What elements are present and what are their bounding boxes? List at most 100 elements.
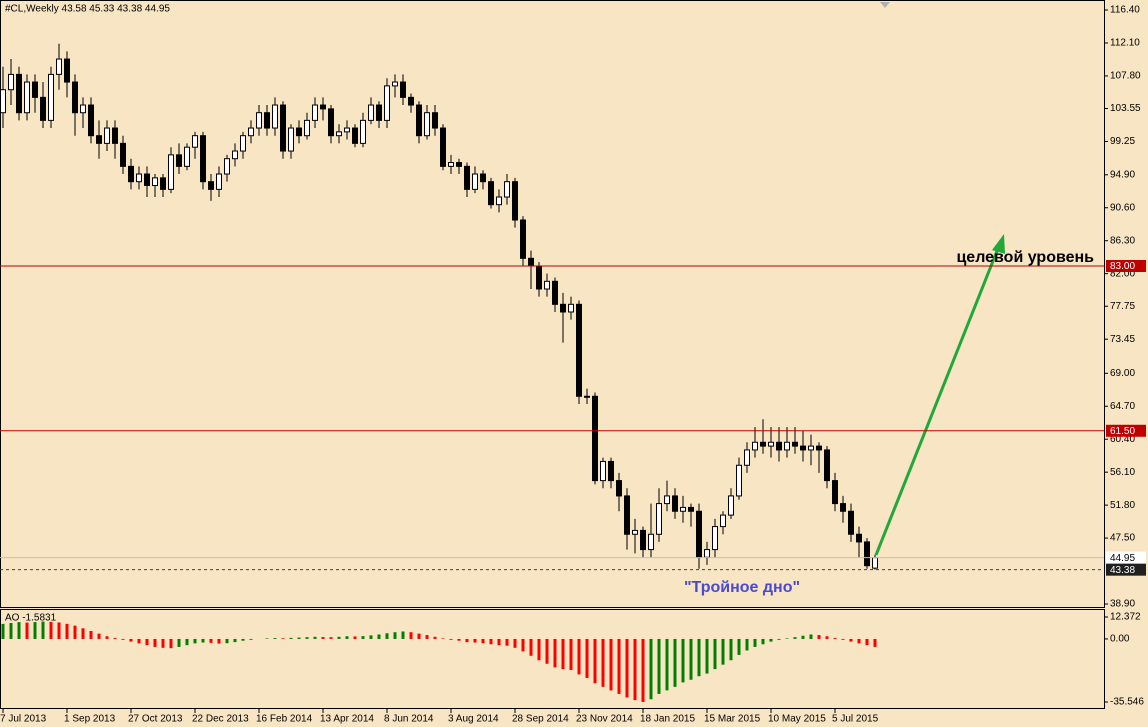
candle-body bbox=[656, 503, 662, 535]
candle-body bbox=[384, 85, 390, 121]
x-tick-label: 23 Nov 2014 bbox=[576, 714, 633, 725]
candle-body bbox=[568, 303, 574, 313]
x-tick-label: 22 Dec 2013 bbox=[192, 714, 249, 725]
y-tick-label: 112.10 bbox=[1110, 38, 1140, 49]
candle-body bbox=[328, 108, 334, 137]
candle-body bbox=[344, 127, 350, 133]
level-label-box bbox=[1106, 259, 1146, 272]
candle-body bbox=[592, 395, 598, 482]
candle-body bbox=[112, 127, 118, 144]
y-tick-label: 103.55 bbox=[1110, 103, 1141, 114]
candle-body bbox=[24, 81, 30, 114]
shift-marker bbox=[880, 2, 890, 8]
candle-body bbox=[504, 181, 510, 198]
candle-body bbox=[544, 280, 550, 290]
candle-body bbox=[440, 127, 446, 167]
candle-body bbox=[712, 526, 718, 551]
x-tick-label: 8 Jun 2014 bbox=[384, 714, 434, 725]
level-label: 44.95 bbox=[1110, 553, 1135, 564]
candle-body bbox=[640, 529, 646, 551]
candle-body bbox=[664, 495, 670, 505]
candle-body bbox=[336, 131, 342, 137]
candle-body bbox=[104, 127, 110, 144]
candle-body bbox=[824, 449, 830, 482]
candle-body bbox=[576, 303, 582, 397]
candle-body bbox=[688, 506, 694, 512]
candle-body bbox=[632, 529, 638, 535]
candle-body bbox=[704, 549, 710, 558]
candle-body bbox=[832, 480, 838, 505]
level-label-box bbox=[1106, 563, 1146, 576]
candle-body bbox=[808, 445, 814, 451]
candle-body bbox=[560, 303, 566, 313]
candle-body bbox=[136, 173, 142, 183]
candle-body bbox=[512, 181, 518, 221]
candle-body bbox=[200, 135, 206, 183]
y-tick-label: 99.25 bbox=[1110, 136, 1135, 147]
candle-body bbox=[248, 127, 254, 137]
ao-panel bbox=[0, 609, 1105, 709]
candle-body bbox=[800, 445, 806, 451]
x-tick-label: 1 Sep 2013 bbox=[64, 714, 116, 725]
candle-body bbox=[408, 96, 414, 106]
candle-body bbox=[600, 460, 606, 482]
candle-body bbox=[192, 135, 198, 148]
candle-body bbox=[176, 154, 182, 167]
level-label-box bbox=[1106, 551, 1146, 564]
x-tick-label: 7 Jul 2013 bbox=[0, 714, 47, 725]
candle-body bbox=[64, 58, 70, 83]
candle-body bbox=[80, 104, 86, 114]
arrow-head bbox=[992, 234, 1005, 254]
candle-body bbox=[448, 162, 454, 167]
y-tick-label: 60.40 bbox=[1110, 434, 1135, 445]
y-tick-label: 38.90 bbox=[1110, 599, 1135, 610]
y-tick-label: 64.70 bbox=[1110, 401, 1135, 412]
candle-body bbox=[232, 150, 238, 160]
candle-body bbox=[488, 181, 494, 206]
y-tick-label: 86.30 bbox=[1110, 235, 1135, 246]
target-label: целевой уровень bbox=[956, 249, 1094, 266]
x-tick-label: 15 Mar 2015 bbox=[704, 714, 761, 725]
x-tick-label: 10 May 2015 bbox=[768, 714, 826, 725]
candle-body bbox=[208, 181, 214, 190]
y-tick-label: 116.40 bbox=[1110, 5, 1140, 16]
candle-body bbox=[224, 158, 230, 175]
candle-body bbox=[392, 81, 398, 87]
x-tick-label: 5 Jul 2015 bbox=[832, 714, 879, 725]
candle-body bbox=[752, 441, 758, 451]
candle-body bbox=[400, 81, 406, 98]
candle-body bbox=[616, 480, 622, 497]
candle-body bbox=[760, 441, 766, 447]
y-tick-label: 94.90 bbox=[1110, 169, 1135, 180]
candle-body bbox=[528, 257, 534, 267]
candle-body bbox=[464, 165, 470, 190]
candle-body bbox=[56, 58, 62, 75]
candle-body bbox=[472, 173, 478, 190]
ao-y-tick-label: -35.546 bbox=[1110, 697, 1144, 708]
candle-body bbox=[552, 280, 558, 305]
x-tick-label: 13 Apr 2014 bbox=[320, 714, 374, 725]
candle-body bbox=[376, 104, 382, 121]
candle-body bbox=[256, 112, 262, 129]
candle-body bbox=[424, 112, 430, 137]
candle-body bbox=[624, 495, 630, 535]
candle-body bbox=[272, 104, 278, 129]
level-label: 61.50 bbox=[1110, 426, 1135, 437]
candle-body bbox=[520, 219, 526, 259]
x-tick-label: 18 Jan 2015 bbox=[640, 714, 695, 725]
y-tick-label: 90.60 bbox=[1110, 202, 1135, 213]
candle-body bbox=[0, 89, 6, 114]
candle-body bbox=[608, 460, 614, 482]
y-tick-label: 77.75 bbox=[1110, 301, 1135, 312]
candle-body bbox=[320, 104, 326, 110]
candle-body bbox=[312, 104, 318, 121]
candle-body bbox=[536, 265, 542, 290]
candle-body bbox=[792, 441, 798, 447]
x-tick-label: 28 Sep 2014 bbox=[512, 714, 569, 725]
ao-y-tick-label: 12.372 bbox=[1110, 612, 1141, 623]
pattern-label: "Тройное дно" bbox=[684, 579, 800, 596]
candle-body bbox=[736, 464, 742, 497]
candle-body bbox=[744, 449, 750, 466]
candle-body bbox=[168, 154, 174, 190]
